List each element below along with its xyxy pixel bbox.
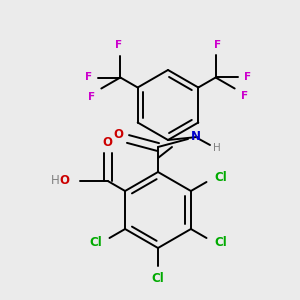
Text: O: O	[103, 136, 113, 149]
Text: O: O	[60, 175, 70, 188]
Text: F: F	[241, 92, 248, 101]
Text: N: N	[191, 130, 201, 142]
Text: F: F	[244, 73, 251, 82]
Text: F: F	[88, 92, 95, 101]
Text: F: F	[115, 40, 122, 50]
Text: Cl: Cl	[214, 236, 227, 248]
Text: F: F	[85, 73, 92, 82]
Text: Cl: Cl	[214, 172, 227, 184]
Text: F: F	[214, 40, 221, 50]
Text: Cl: Cl	[89, 236, 102, 248]
Text: H: H	[213, 143, 221, 153]
Text: O: O	[113, 128, 123, 142]
Text: H: H	[50, 175, 59, 188]
Text: Cl: Cl	[152, 272, 164, 284]
